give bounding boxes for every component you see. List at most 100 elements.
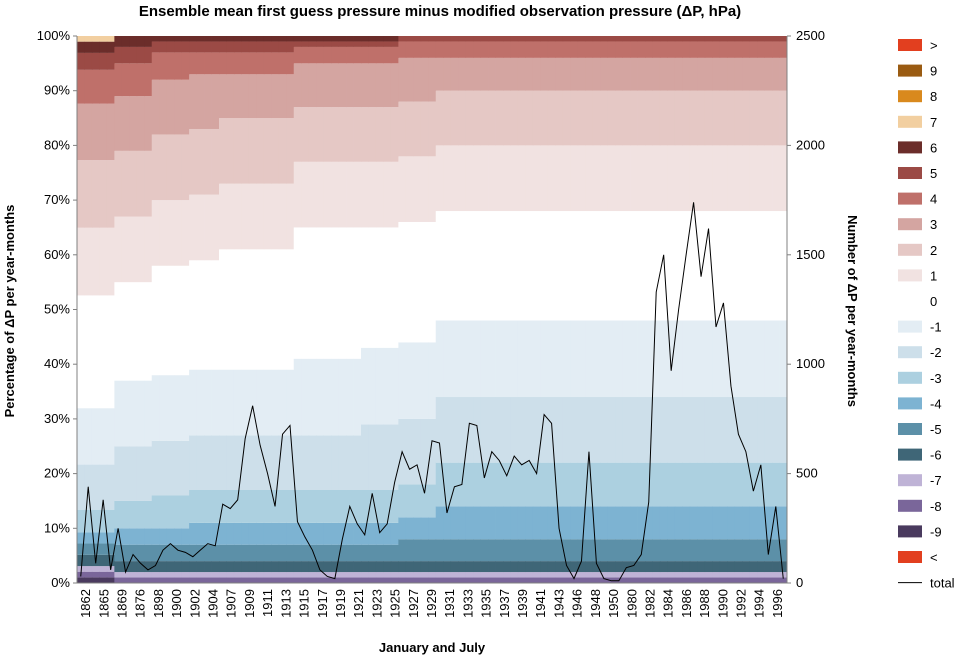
bar-segment [779, 577, 788, 583]
bar-segment [301, 490, 310, 523]
bar-segment [757, 577, 765, 583]
bar-segment [263, 74, 272, 119]
bar-segment [413, 484, 422, 518]
bar-segment [346, 161, 354, 228]
bar-segment [293, 36, 302, 42]
bar-segment [166, 440, 175, 496]
bar-segment [226, 74, 235, 119]
bar-segment [323, 435, 332, 491]
bar-segment [233, 36, 242, 42]
bar-segment [465, 577, 474, 583]
bar-segment [174, 200, 183, 266]
bar-segment [630, 145, 638, 212]
bar-segment [189, 260, 197, 370]
bar-segment [540, 36, 549, 42]
bar-segment [555, 397, 564, 463]
bar-segment [615, 211, 623, 321]
bar-segment [129, 577, 138, 583]
bar-segment [338, 227, 347, 359]
bar-segment [697, 572, 706, 578]
bar-segment [525, 539, 534, 562]
y2-tick-label: 1000 [796, 356, 825, 371]
bar-segment [488, 211, 496, 321]
chart-title: Ensemble mean first guess pressure minus… [139, 3, 741, 20]
bar-segment [346, 577, 354, 583]
bar-segment [271, 36, 280, 42]
bar-segment [241, 183, 250, 250]
bar-segment [458, 397, 467, 463]
bar-segment [99, 571, 108, 578]
bar-segment [91, 464, 100, 510]
bar-segment [607, 572, 616, 578]
bar-segment [293, 544, 302, 562]
bar-segment [233, 249, 242, 370]
bar-segment [398, 101, 407, 157]
bar-segment [338, 522, 347, 545]
bar-segment [450, 211, 459, 321]
bar-segment [91, 69, 100, 104]
bar-segment [682, 36, 691, 42]
bar-segment [689, 397, 698, 463]
bar-segment [443, 36, 452, 42]
bar-segment [159, 36, 168, 42]
bar-segment [697, 36, 706, 42]
bar-segment [607, 320, 616, 398]
bar-segment [517, 462, 526, 507]
bar-segment [600, 211, 609, 321]
bar-segment [136, 528, 145, 545]
bar-segment [659, 506, 668, 540]
bar-segment [637, 41, 646, 58]
bar-segment [712, 462, 721, 507]
bar-segment [77, 160, 85, 228]
bar-segment [278, 369, 287, 436]
x-tick-label: 1907 [224, 589, 239, 618]
bar-segment [525, 506, 534, 540]
bar-segment [734, 506, 743, 540]
bar-segment [727, 397, 736, 463]
bar-segment [764, 36, 773, 42]
bar-segment [84, 52, 93, 70]
bar-segment [510, 57, 519, 91]
bar-segment [99, 36, 108, 42]
bar-segment [398, 577, 407, 583]
bar-segment [286, 577, 295, 583]
bar-segment [592, 539, 601, 562]
bar-segment [420, 484, 429, 518]
bar-segment [525, 41, 534, 58]
bar-segment [271, 74, 280, 119]
bar-segment [742, 211, 751, 321]
bar-segment [510, 41, 519, 58]
bar-segment [637, 577, 646, 583]
bar-segment [263, 544, 272, 562]
bar-segment [555, 145, 564, 212]
bar-segment [286, 490, 295, 523]
bar-segment [129, 63, 138, 97]
bar-segment [181, 265, 190, 376]
bar-segment [368, 490, 377, 523]
bar-segment [488, 577, 496, 583]
bar-segment [659, 320, 668, 398]
bar-segment [361, 544, 369, 562]
bar-segment [525, 320, 534, 398]
bar-segment [144, 380, 153, 447]
bar-segment [503, 320, 511, 398]
bar-segment [547, 41, 556, 58]
bar-segment [727, 41, 736, 58]
bar-segment [99, 295, 108, 409]
bar-segment [204, 194, 212, 261]
bar-segment [383, 41, 392, 47]
legend-label: -2 [930, 345, 942, 360]
bar-segment [719, 57, 728, 91]
bar-segment [338, 63, 347, 108]
bar-segment [704, 41, 713, 58]
bar-segment [189, 194, 197, 261]
bar-segment [293, 227, 302, 359]
bar-segment [704, 320, 713, 398]
bar-segment [652, 36, 661, 42]
bar-segment [106, 41, 115, 53]
bar-segment [338, 577, 347, 583]
bar-segment [233, 490, 242, 523]
bar-segment [361, 36, 369, 42]
bar-segment [443, 320, 452, 398]
